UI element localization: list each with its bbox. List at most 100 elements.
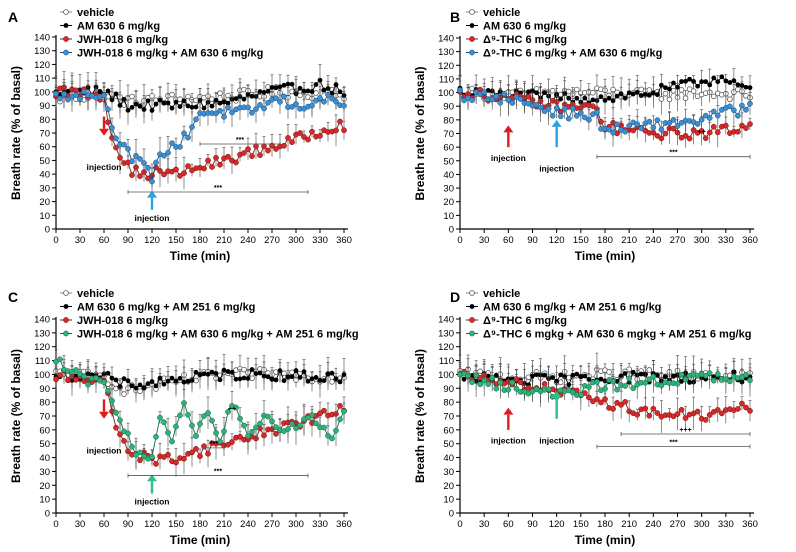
panel-b-series-2-point (598, 94, 604, 100)
panel-b-series-2-point (703, 79, 709, 85)
panel-a-y-tick-label: 100 (34, 87, 50, 98)
panel-a-series-4-point (193, 116, 199, 123)
panel-d-series-2-point (530, 373, 535, 379)
panel-c-series-2-point (177, 375, 183, 381)
panel-b-y-tick-label: 0 (449, 225, 454, 236)
panel-a-x-tick-label: 150 (168, 235, 184, 246)
panel-d-series-1-point (557, 379, 564, 386)
panel-a-injection-label: injection (135, 213, 170, 223)
panel-c-significance-label: *** (210, 441, 218, 448)
panel-a-series-4-point (113, 135, 119, 142)
panel-c-x-tick-label: 0 (53, 519, 58, 530)
panel-d-series-3-point (739, 400, 745, 407)
panel-a-series-3-point (173, 166, 179, 173)
panel-d-y-tick-label: 120 (438, 342, 454, 353)
panel-c-series-4-point (245, 433, 251, 439)
panel-b-legend-marker (469, 23, 475, 28)
panel-c-series-2-point (145, 381, 151, 387)
panel-c-series-2-point (149, 379, 155, 384)
panel-c-series-2-point (169, 375, 175, 381)
panel-a-legend-marker (63, 49, 69, 56)
panel-c-series-2-point (325, 371, 331, 377)
panel-d-x-tick-label: 270 (670, 519, 686, 530)
panel-a-series-3-point (73, 87, 79, 94)
panel-c-injection-arrowhead (99, 411, 109, 419)
panel-b-series-2-point (711, 75, 717, 81)
panel-c-series-3-point (73, 377, 79, 383)
panel-b-series-2-point (679, 79, 684, 84)
panel-a-series-1-point (169, 91, 175, 98)
panel-b-series-4-point (610, 129, 616, 136)
panel-a-x-tick-label: 120 (144, 235, 160, 246)
panel-b-legend-label: vehicle (483, 7, 520, 19)
panel-d-series-4-point (493, 385, 500, 392)
panel-a-series-4-point (149, 178, 155, 185)
panel-d-x-tick-label: 180 (597, 519, 613, 530)
panel-c-series-4-point (157, 414, 163, 421)
panel-c-series-3-point (153, 461, 159, 467)
panel-d-x-tick-label: 330 (718, 519, 734, 530)
panel-c-x-tick-label: 210 (216, 519, 232, 530)
panel-b-series-2-point (574, 95, 580, 101)
panel-b-series-4-point (489, 96, 496, 103)
panel-c-series-2-point (197, 372, 203, 378)
panel-b-series-3-point (682, 132, 689, 139)
panel-b-series-4-point (694, 121, 701, 127)
panel-c-series-4-point (109, 397, 115, 404)
panel-b-legend-label: Δ⁹-THC 6 mg/kg (483, 34, 567, 46)
panel-a-series-2-point (285, 81, 291, 87)
panel-b-legend-label: Δ⁹-THC 6 mg/kg + AM 630 6 mg/kg (483, 48, 662, 60)
panel-c-series-4-point (57, 356, 63, 363)
panel-a-legend-label: AM 630 6 mg/kg (77, 21, 160, 33)
panel-d-series-2-point (558, 372, 564, 378)
panel-c-significance-label: *** (214, 469, 222, 476)
panel-c-y-tick-label: 50 (39, 439, 50, 450)
panel-b-series-4-point (646, 118, 653, 125)
panel-b-series-4-point (509, 100, 516, 106)
panel-c-legend-label: AM 630 6 mg/kg + AM 251 6 mg/kg (77, 302, 255, 314)
panel-d-x-tick-label: 240 (645, 519, 661, 530)
panel-c-series-2-point (285, 374, 291, 380)
panel-d-series-2-point (687, 379, 692, 385)
panel-c-series-4-point (201, 413, 207, 419)
panel-b-y-tick-label: 60 (443, 143, 454, 154)
panel-c-series-4-point (293, 425, 299, 432)
panel-b-series-2-point (542, 90, 547, 96)
panel-c-series-4-point (213, 430, 219, 436)
panel-b-x-tick-label: 90 (527, 235, 538, 246)
panel-d-y-tick-label: 30 (443, 467, 454, 478)
panel-b-series-2-point (667, 86, 672, 92)
panel-b-series-3-point (662, 130, 669, 137)
panel-a-series-4-point (129, 158, 135, 165)
panel-d-series-3-point (634, 411, 641, 418)
panel-a-series-3-point (309, 128, 315, 135)
panel-b-series-4-point (634, 121, 641, 127)
panel-a-series-3-point (317, 132, 323, 139)
panel-d-series-4-point (469, 379, 475, 386)
panel-c-series-2-point (229, 369, 235, 375)
panel-b-series-4-point (698, 116, 705, 123)
panel-d-series-2-point (534, 372, 539, 378)
panel-c-series-2-point (73, 373, 79, 379)
panel-a-y-tick-label: 0 (45, 225, 50, 236)
panel-c-series-2-point (221, 367, 227, 373)
panel-c-series-4-point (125, 430, 131, 437)
panel-a-y-tick-label: 70 (39, 129, 50, 140)
panel-b-series-1-point (590, 89, 596, 96)
panel-d-series-4-point (739, 374, 745, 381)
panel-c-series-2-point (293, 368, 299, 373)
panel-b-series-4-point (727, 103, 733, 110)
panel-c-series-2-point (157, 375, 163, 381)
panel-d-legend-marker (469, 304, 475, 309)
panel-d-legend-label: Δ⁹-THC 6 mgkg + AM 630 6 mgkg + AM 251 6… (483, 329, 751, 341)
panel-b-series-2-point (622, 95, 628, 101)
panel-c-series-3-point (137, 457, 143, 464)
panel-a-series-2-point (273, 85, 279, 91)
panel-c-series-4-point (161, 419, 167, 426)
panel-c-x-tick-label: 300 (288, 519, 304, 530)
panel-b-series-3-point (670, 125, 677, 132)
panel-c-series-2-point (213, 371, 219, 376)
panel-d-series-4-point (569, 389, 576, 396)
panel-c-legend-label: JWH-018 6 mg/kg + AM 630 6 mg/kg + AM 25… (77, 329, 359, 341)
panel-d-significance-label: +++ (679, 427, 691, 434)
